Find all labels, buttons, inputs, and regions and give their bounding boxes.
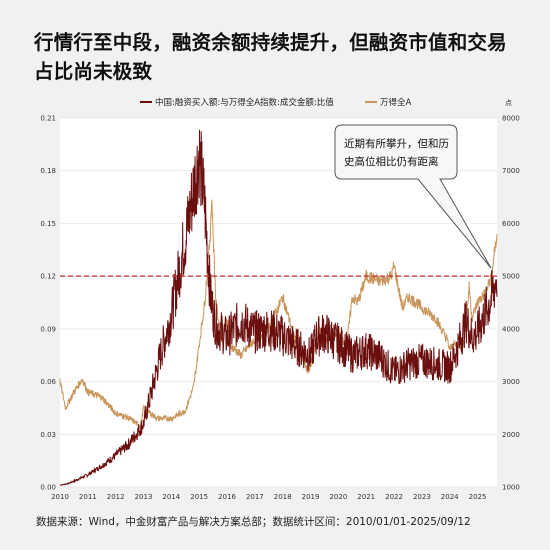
right-tick-label: 3000 [502, 378, 520, 386]
right-tick-label: 7000 [502, 167, 520, 175]
callout-line-1: 近期有所攀升，但和历 [344, 137, 449, 150]
left-tick-label: 0.00 [40, 484, 56, 492]
x-tick-label: 2024 [441, 493, 459, 501]
left-tick-label: 0.15 [40, 220, 56, 228]
right-tick-label: 5000 [502, 273, 520, 281]
x-tick-label: 2012 [107, 493, 125, 501]
right-tick-label: 6000 [502, 220, 520, 228]
right-axis-unit: 点 [505, 99, 512, 107]
left-tick-label: 0.09 [40, 325, 56, 333]
right-tick-label: 8000 [502, 115, 520, 123]
x-tick-label: 2019 [302, 493, 320, 501]
right-tick-label: 2000 [502, 431, 520, 439]
legend: 中国:融资买入额:与万得全A指数:成交金额:比值 万得全A [140, 97, 412, 108]
source-note: 数据来源：Wind，中金财富产品与解决方案总部；数据统计区间：2010/01/0… [36, 516, 471, 528]
x-tick-label: 2021 [357, 493, 375, 501]
x-tick-label: 2015 [190, 493, 208, 501]
left-tick-label: 0.03 [40, 431, 56, 439]
callout-bubble [334, 124, 492, 269]
x-tick-label: 2020 [329, 493, 347, 501]
right-tick-label: 4000 [502, 325, 520, 333]
x-tick-label: 2023 [413, 493, 431, 501]
x-tick-label: 2018 [274, 493, 292, 501]
right-tick-label: 1000 [502, 484, 520, 492]
x-tick-label: 2016 [218, 493, 236, 501]
right-axis-ticks: 1000 2000 3000 4000 5000 6000 7000 8000 [502, 115, 520, 492]
series-margin-line [59, 129, 498, 486]
left-tick-label: 0.21 [40, 115, 56, 123]
x-tick-label: 2022 [385, 493, 403, 501]
left-axis-ticks: 0.00 0.03 0.06 0.09 0.12 0.15 0.18 0.21 [40, 115, 56, 492]
left-tick-label: 0.06 [40, 378, 56, 386]
x-tick-label: 2014 [162, 493, 180, 501]
page-title: 行情行至中段，融资余额持续提升，但融资市值和交易占比尚未极致 [34, 31, 507, 83]
x-tick-label: 2010 [51, 493, 69, 501]
left-tick-label: 0.12 [40, 273, 56, 281]
x-tick-label: 2011 [79, 493, 97, 501]
legend-label-index: 万得全A [380, 97, 412, 108]
x-tick-label: 2017 [246, 493, 264, 501]
callout: 近期有所攀升，但和历 史高位相比仍有距离 [334, 124, 492, 269]
legend-label-margin: 中国:融资买入额:与万得全A指数:成交金额:比值 [155, 97, 334, 108]
x-tick-label: 2025 [469, 493, 487, 501]
left-tick-label: 0.18 [40, 167, 56, 175]
series-index-line [59, 199, 498, 430]
callout-line-2: 史高位相比仍有距离 [344, 155, 439, 168]
x-axis-ticks: 2010 2011 2012 2013 2014 2015 2016 2017 2018 2019… [51, 493, 486, 501]
x-tick-label: 2013 [135, 493, 153, 501]
